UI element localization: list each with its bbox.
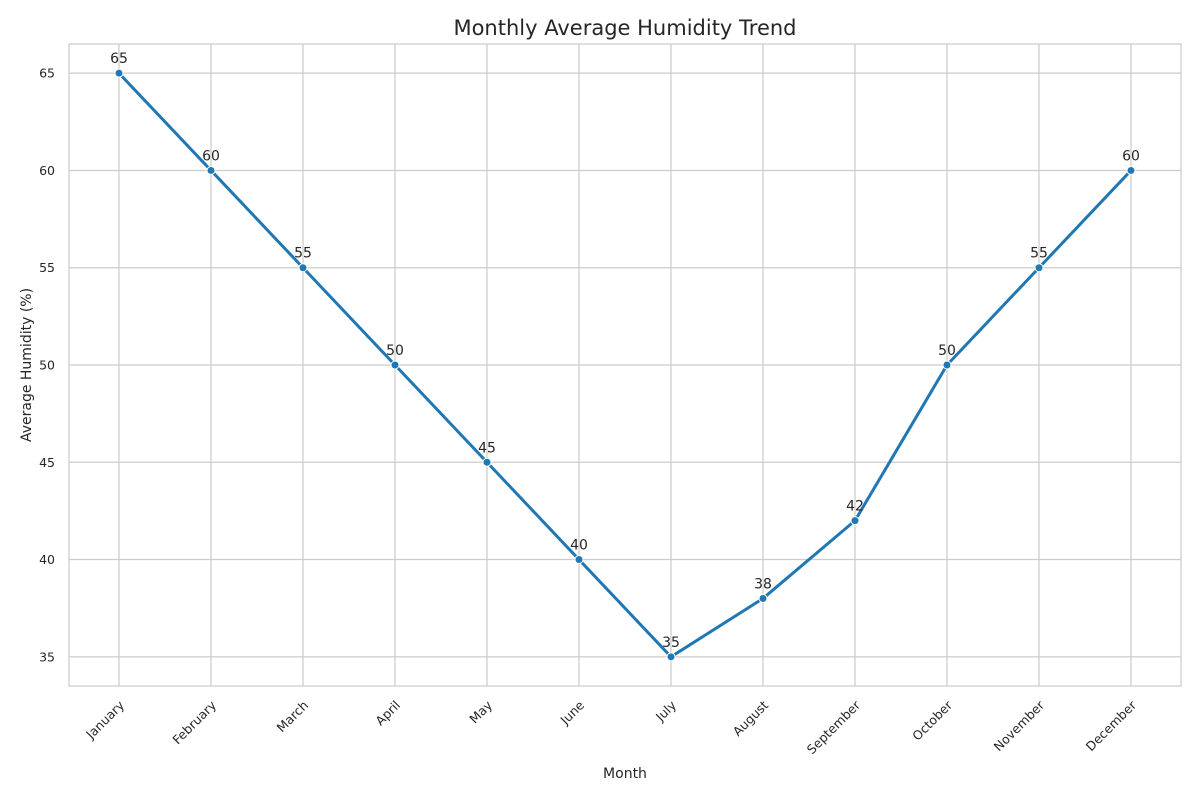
x-tick-label: April [372,698,403,729]
data-label: 55 [1030,246,1048,262]
x-tick-label: January [82,697,127,742]
data-label: 50 [386,343,404,359]
series-line [117,71,1133,659]
x-axis-ticks: January February March April May June July Augu… [82,697,1139,757]
data-label: 35 [662,635,680,651]
data-label: 40 [570,538,588,554]
x-tick-label: September [804,697,864,757]
x-tick-label: July [652,697,680,725]
data-point [482,457,492,467]
y-tick-label: 60 [39,163,55,178]
x-tick-label: May [466,697,495,726]
data-point [850,516,860,526]
y-axis-ticks: 35 40 45 50 55 60 65 [39,66,55,665]
x-tick-label: December [1083,697,1140,754]
y-tick-label: 40 [39,552,55,567]
data-point [206,165,216,175]
data-point [1034,263,1044,273]
data-point [1126,165,1136,175]
y-tick-label: 50 [39,358,55,373]
data-point [758,593,768,603]
data-label: 45 [478,440,496,456]
x-axis-label: Month [603,766,647,782]
series-group [114,68,1136,662]
data-label: 42 [846,499,864,515]
x-tick-label: August [730,697,772,739]
y-tick-label: 55 [39,260,55,275]
y-tick-label: 65 [39,66,55,81]
data-point [666,652,676,662]
data-point [390,360,400,370]
y-tick-label: 35 [39,649,55,664]
x-tick-label: March [274,698,312,736]
grid [69,44,1181,686]
data-labels: 65 60 55 50 45 40 35 38 42 50 55 60 [110,51,1140,651]
data-point [574,555,584,565]
data-label: 65 [110,51,128,67]
chart-title: Monthly Average Humidity Trend [453,16,796,40]
y-axis-label: Average Humidity (%) [19,288,35,442]
data-label: 60 [1122,148,1140,164]
data-point [942,360,952,370]
data-label: 55 [294,246,312,262]
x-tick-label: June [557,697,588,728]
x-tick-label: February [169,697,219,747]
data-point [114,68,124,78]
data-label: 50 [938,343,956,359]
data-label: 38 [754,576,772,592]
y-tick-label: 45 [39,455,55,470]
data-point [298,263,308,273]
x-tick-label: November [991,697,1048,754]
x-tick-label: October [909,697,956,744]
data-label: 60 [202,148,220,164]
